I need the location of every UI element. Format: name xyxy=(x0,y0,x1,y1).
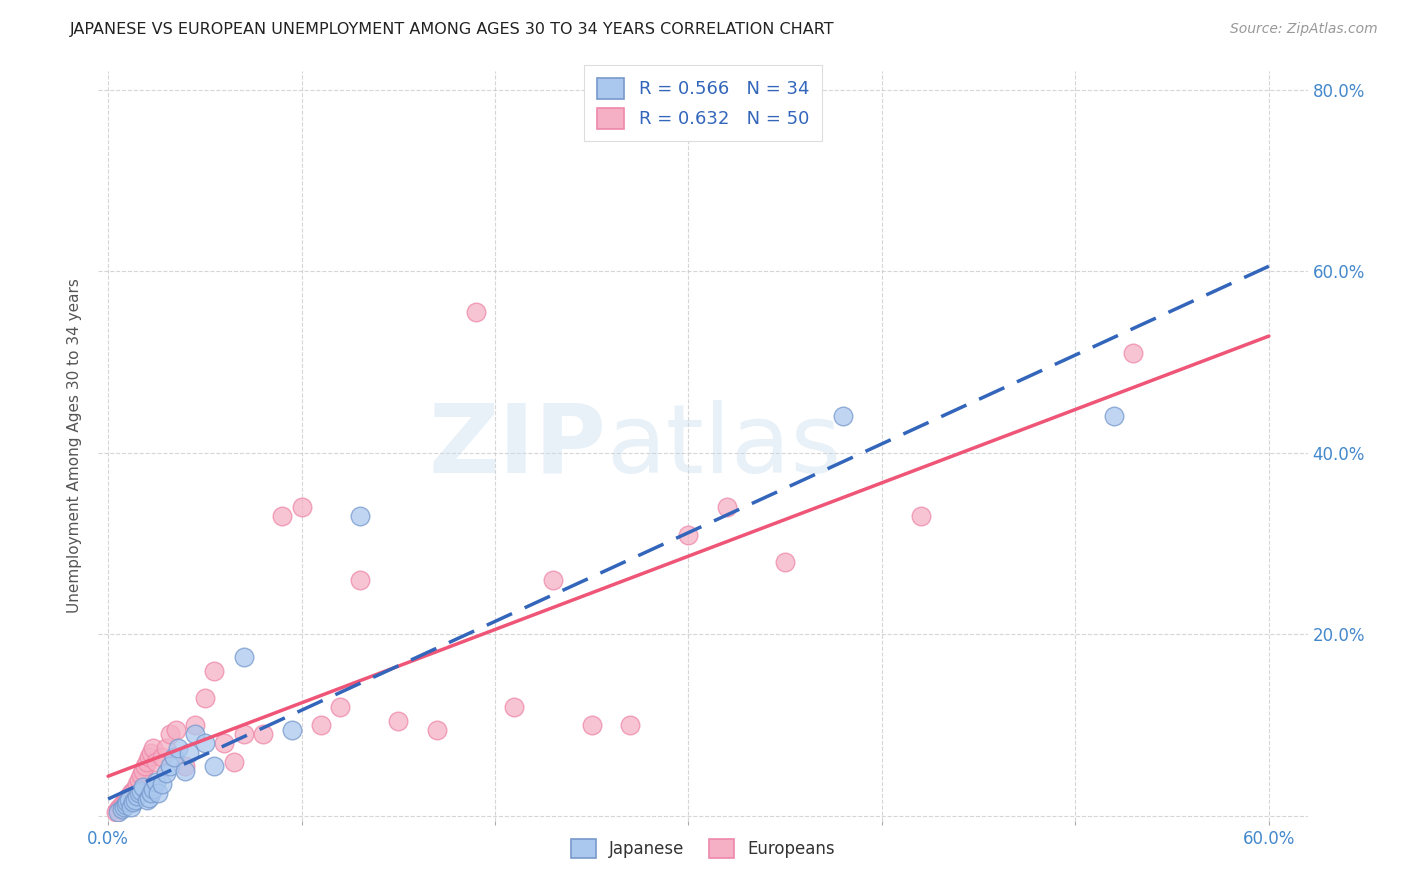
Point xyxy=(204,759,226,773)
Point xyxy=(117,796,139,810)
Text: ZIP: ZIP xyxy=(429,400,606,492)
Point xyxy=(678,527,700,541)
Point xyxy=(120,786,142,800)
Point xyxy=(281,723,304,737)
Point xyxy=(112,800,135,814)
Point xyxy=(127,777,149,791)
Text: atlas: atlas xyxy=(606,400,841,492)
Point xyxy=(166,741,188,756)
Point xyxy=(159,759,181,773)
Point xyxy=(541,573,564,587)
Point xyxy=(1122,346,1144,360)
Point xyxy=(120,800,142,814)
Point xyxy=(773,555,796,569)
Point xyxy=(124,793,146,807)
Point xyxy=(159,727,181,741)
Point xyxy=(163,750,186,764)
Point xyxy=(104,805,127,819)
Point xyxy=(581,718,603,732)
Point xyxy=(117,791,139,805)
Point xyxy=(271,509,294,524)
Point xyxy=(118,789,141,804)
Point xyxy=(111,802,134,816)
Point xyxy=(194,736,217,750)
Point xyxy=(619,718,641,732)
Point xyxy=(252,727,274,741)
Point xyxy=(107,802,129,816)
Point xyxy=(148,786,170,800)
Point xyxy=(112,796,135,810)
Point xyxy=(204,664,226,678)
Point xyxy=(114,793,136,807)
Point xyxy=(464,305,486,319)
Point xyxy=(139,746,162,760)
Point xyxy=(179,746,201,760)
Point xyxy=(426,723,449,737)
Point xyxy=(184,718,207,732)
Point xyxy=(122,783,145,797)
Point xyxy=(222,755,245,769)
Point xyxy=(135,755,157,769)
Point xyxy=(142,781,165,796)
Point xyxy=(145,774,167,789)
Point xyxy=(138,750,160,764)
Point xyxy=(232,650,254,665)
Point xyxy=(290,500,312,515)
Point xyxy=(134,759,156,773)
Point xyxy=(212,736,235,750)
Point xyxy=(128,772,150,787)
Point xyxy=(150,777,173,791)
Point xyxy=(108,800,131,814)
Point xyxy=(174,764,197,778)
Point xyxy=(132,780,155,794)
Point xyxy=(174,759,197,773)
Text: JAPANESE VS EUROPEAN UNEMPLOYMENT AMONG AGES 30 TO 34 YEARS CORRELATION CHART: JAPANESE VS EUROPEAN UNEMPLOYMENT AMONG … xyxy=(70,22,835,37)
Point xyxy=(716,500,738,515)
Point xyxy=(145,755,167,769)
Point xyxy=(107,805,129,819)
Point xyxy=(128,786,150,800)
Point xyxy=(138,791,160,805)
Point xyxy=(118,793,141,807)
Point xyxy=(309,718,332,732)
Point xyxy=(832,409,855,424)
Point xyxy=(150,750,173,764)
Point xyxy=(142,741,165,756)
Point xyxy=(129,783,152,797)
Point xyxy=(232,727,254,741)
Point xyxy=(349,573,371,587)
Point xyxy=(132,764,155,778)
Point xyxy=(114,798,136,813)
Point xyxy=(135,793,157,807)
Legend: Japanese, Europeans: Japanese, Europeans xyxy=(564,832,842,864)
Point xyxy=(122,796,145,810)
Point xyxy=(184,727,207,741)
Text: Source: ZipAtlas.com: Source: ZipAtlas.com xyxy=(1230,22,1378,37)
Point xyxy=(127,789,149,804)
Point xyxy=(194,691,217,706)
Point xyxy=(349,509,371,524)
Point xyxy=(139,786,162,800)
Point xyxy=(155,741,177,756)
Point xyxy=(124,781,146,796)
Point xyxy=(165,723,187,737)
Point xyxy=(129,768,152,782)
Point xyxy=(387,714,409,728)
Point xyxy=(910,509,932,524)
Point xyxy=(1102,409,1125,424)
Point xyxy=(155,765,177,780)
Point xyxy=(111,798,134,813)
Y-axis label: Unemployment Among Ages 30 to 34 years: Unemployment Among Ages 30 to 34 years xyxy=(66,278,82,614)
Point xyxy=(503,700,526,714)
Point xyxy=(329,700,352,714)
